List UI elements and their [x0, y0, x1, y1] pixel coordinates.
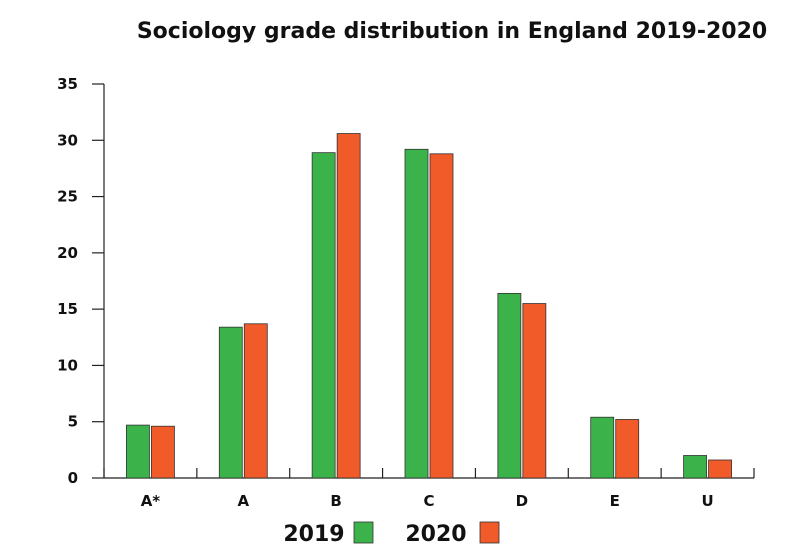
x-tick-label: C — [423, 492, 434, 510]
bar-2019-A* — [126, 424, 150, 479]
x-tick-label: U — [701, 492, 713, 510]
x-axis-ticks: A* A B C D E U — [103, 468, 755, 510]
bars — [126, 133, 732, 479]
bar-2019-U — [683, 455, 707, 479]
y-tick-label: 35 — [57, 75, 78, 93]
y-tick-label: 20 — [57, 244, 78, 262]
bar-2020-B — [336, 133, 361, 479]
x-tick-label: A* — [141, 492, 161, 510]
bar-2019-B — [311, 152, 336, 479]
y-tick-label: 10 — [57, 356, 78, 374]
bar-2020-U — [708, 459, 732, 479]
x-tick-label: D — [516, 492, 528, 510]
chart-title: Sociology grade distribution in England … — [137, 19, 767, 44]
y-tick-label: 25 — [57, 188, 78, 206]
bar-2020-C — [429, 153, 454, 479]
bar-2019-D — [497, 292, 522, 479]
legend-swatch-2020 — [479, 521, 500, 544]
y-tick-label: 15 — [57, 300, 78, 318]
bar-2020-E — [615, 419, 640, 479]
bar-2020-A* — [151, 425, 175, 479]
legend-label-2019: 2019 — [283, 522, 344, 547]
bar-2019-A — [218, 326, 243, 479]
bar-2019-C — [404, 148, 429, 479]
y-tick-label: 5 — [68, 413, 78, 431]
legend-label-2020: 2020 — [405, 522, 466, 547]
y-tick-label: 30 — [57, 131, 78, 149]
y-axis-ticks: 0 5 10 15 20 25 30 35 — [57, 75, 104, 487]
bar-2020-A — [243, 323, 268, 479]
legend-swatch-2019 — [353, 521, 374, 544]
x-tick-label: E — [610, 492, 620, 510]
x-tick-label: B — [330, 492, 341, 510]
bar-2019-E — [590, 416, 615, 479]
bar-2020-D — [522, 303, 547, 479]
y-tick-label: 0 — [68, 469, 78, 487]
x-tick-label: A — [237, 492, 249, 510]
legend: 2019 2020 — [283, 521, 500, 547]
